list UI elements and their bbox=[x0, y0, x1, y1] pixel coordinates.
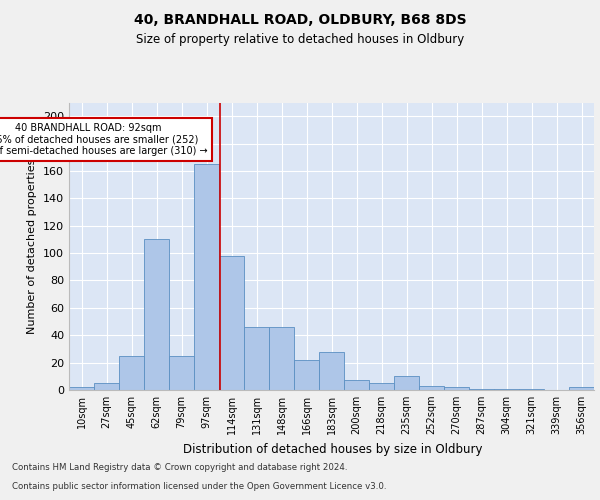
Text: Size of property relative to detached houses in Oldbury: Size of property relative to detached ho… bbox=[136, 32, 464, 46]
Bar bbox=[494, 388, 519, 390]
Bar bbox=[319, 352, 344, 390]
Bar bbox=[419, 386, 444, 390]
Text: Contains public sector information licensed under the Open Government Licence v3: Contains public sector information licen… bbox=[12, 482, 386, 491]
Bar bbox=[369, 383, 394, 390]
Text: Distribution of detached houses by size in Oldbury: Distribution of detached houses by size … bbox=[183, 442, 483, 456]
Bar bbox=[569, 388, 594, 390]
Y-axis label: Number of detached properties: Number of detached properties bbox=[28, 158, 37, 334]
Bar bbox=[119, 356, 144, 390]
Bar bbox=[269, 327, 294, 390]
Bar bbox=[219, 256, 244, 390]
Bar bbox=[469, 388, 494, 390]
Bar bbox=[294, 360, 319, 390]
Text: Contains HM Land Registry data © Crown copyright and database right 2024.: Contains HM Land Registry data © Crown c… bbox=[12, 464, 347, 472]
Bar bbox=[169, 356, 194, 390]
Text: 40 BRANDHALL ROAD: 92sqm
← 45% of detached houses are smaller (252)
55% of semi-: 40 BRANDHALL ROAD: 92sqm ← 45% of detach… bbox=[0, 123, 208, 156]
Bar bbox=[394, 376, 419, 390]
Bar bbox=[194, 164, 219, 390]
Bar bbox=[444, 388, 469, 390]
Bar bbox=[519, 388, 544, 390]
Bar bbox=[69, 388, 94, 390]
Bar bbox=[344, 380, 369, 390]
Text: 40, BRANDHALL ROAD, OLDBURY, B68 8DS: 40, BRANDHALL ROAD, OLDBURY, B68 8DS bbox=[134, 12, 466, 26]
Bar bbox=[94, 383, 119, 390]
Bar bbox=[244, 327, 269, 390]
Bar bbox=[144, 240, 169, 390]
